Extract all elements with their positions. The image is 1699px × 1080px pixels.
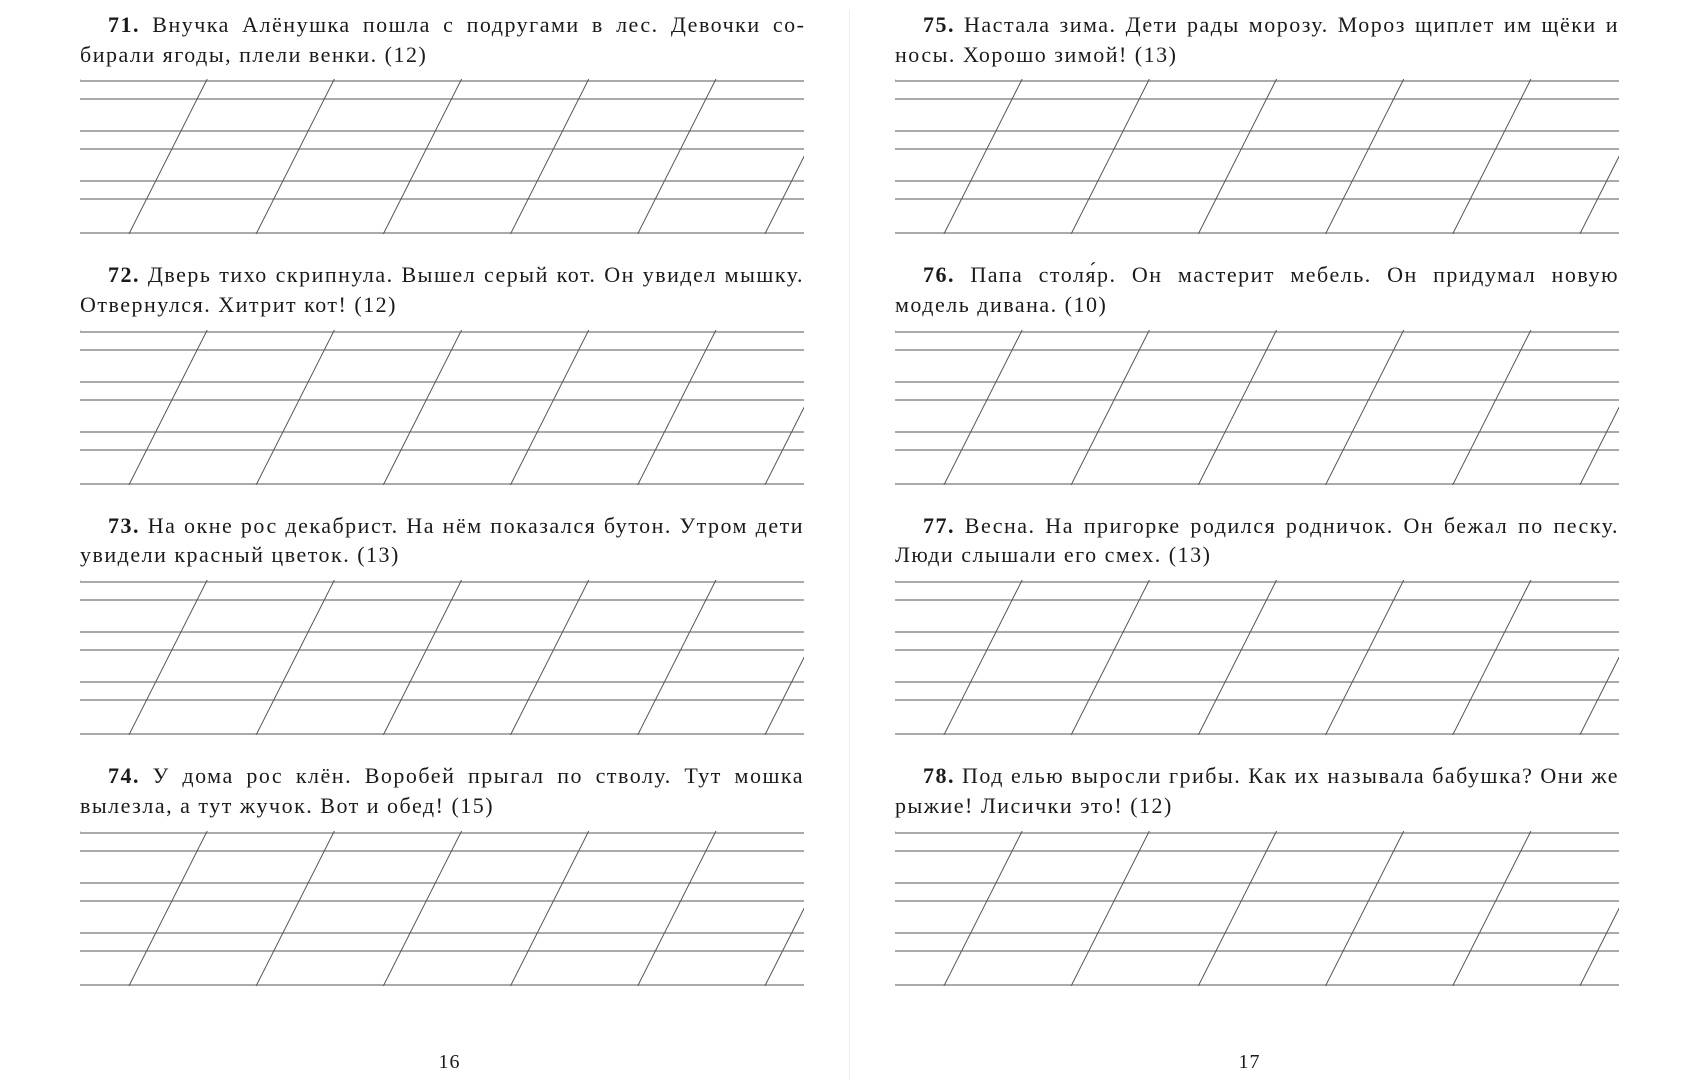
exercise-text: 77. Весна. На пригорке родился родничок.… [895, 511, 1619, 570]
exercise-text: 78. Под елью выросли грибы. Как их назыв… [895, 761, 1619, 820]
exercise: 72. Дверь тихо скрипнула. Вышел серый ко… [80, 260, 804, 502]
page-number: 16 [50, 1051, 849, 1074]
exercise-number: 75. [923, 12, 955, 37]
exercise: 73. На окне рос декабрист. На нём показа… [80, 511, 804, 753]
page-right: 75. Настала зима. Дети рады морозу. Моро… [850, 10, 1649, 1080]
writing-lines [895, 79, 1619, 234]
writing-lines [80, 330, 804, 485]
exercise-text: 72. Дверь тихо скрипнула. Вышел серый ко… [80, 260, 804, 319]
exercise-text: 74. У дома рос клён. Воробей прыгал по с… [80, 761, 804, 820]
exercise-number: 71. [108, 12, 140, 37]
exercise-text: 73. На окне рос декабрист. На нём показа… [80, 511, 804, 570]
exercise-text: 71. Внучка Алёнушка пошла с подругами в … [80, 10, 804, 69]
writing-lines [895, 831, 1619, 986]
exercise-text: 76. Папа столя́р. Он мастерит мебель. Он… [895, 260, 1619, 319]
exercise: 74. У дома рос клён. Воробей прыгал по с… [80, 761, 804, 1003]
writing-lines [895, 330, 1619, 485]
exercise-body: Папа столя́р. Он мастерит мебель. Он при… [895, 262, 1619, 317]
exercise-body: Под елью выросли грибы. Как их называла … [895, 763, 1619, 818]
exercise-text: 75. Настала зима. Дети рады морозу. Моро… [895, 10, 1619, 69]
writing-lines [80, 79, 804, 234]
exercise-number: 73. [108, 513, 140, 538]
exercise-body: Настала зима. Дети рады морозу. Мороз щи… [895, 12, 1619, 67]
exercise-number: 74. [108, 763, 140, 788]
writing-lines [80, 831, 804, 986]
exercise: 77. Весна. На пригорке родился родничок.… [895, 511, 1619, 753]
exercise-number: 78. [923, 763, 955, 788]
exercise-body: Внучка Алёнушка пошла с подругами в лес.… [80, 12, 804, 67]
exercise-body: У дома рос клён. Воробей прыгал по ствол… [80, 763, 804, 818]
writing-lines [80, 580, 804, 735]
exercise-body: Дверь тихо скрипнула. Вышел серый кот. О… [80, 262, 804, 317]
exercise: 76. Папа столя́р. Он мастерит мебель. Он… [895, 260, 1619, 502]
exercise: 75. Настала зима. Дети рады морозу. Моро… [895, 10, 1619, 252]
exercise-number: 76. [923, 262, 955, 287]
exercise-number: 77. [923, 513, 955, 538]
exercise-body: Весна. На пригорке родился родничок. Он … [895, 513, 1619, 568]
exercise: 78. Под елью выросли грибы. Как их назыв… [895, 761, 1619, 1003]
exercise-body: На окне рос декабрист. На нём показался … [80, 513, 804, 568]
page-left: 71. Внучка Алёнушка пошла с подругами в … [50, 10, 849, 1080]
exercise-number: 72. [108, 262, 140, 287]
writing-lines [895, 580, 1619, 735]
exercise: 71. Внучка Алёнушка пошла с подругами в … [80, 10, 804, 252]
page-number: 17 [850, 1051, 1649, 1074]
